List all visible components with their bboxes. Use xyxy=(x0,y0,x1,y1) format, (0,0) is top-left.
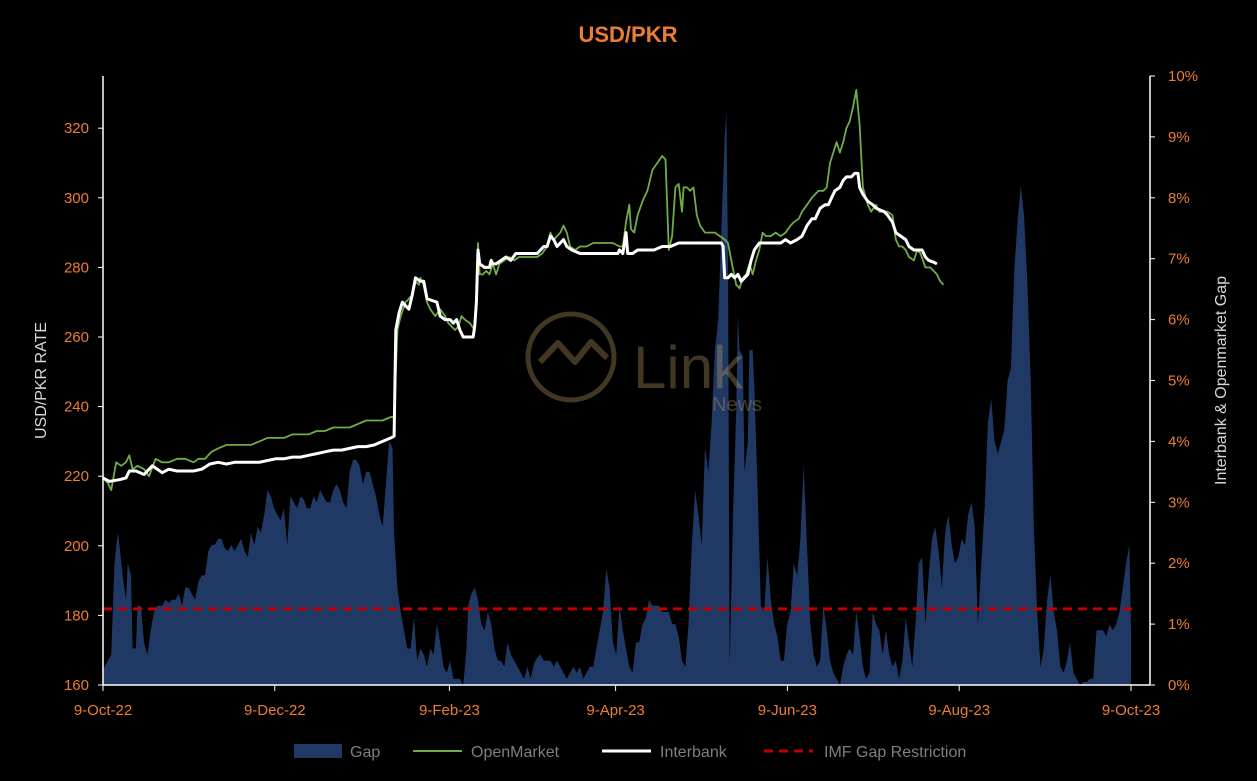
left-tick-label: 220 xyxy=(64,468,89,485)
right-tick-label: 1% xyxy=(1168,616,1190,633)
x-tick-label: 9-Oct-22 xyxy=(74,702,132,719)
left-tick-label: 180 xyxy=(64,607,89,624)
right-tick-label: 6% xyxy=(1168,312,1190,329)
watermark-link-text: Link xyxy=(633,334,744,401)
legend-openmarket-label: OpenMarket xyxy=(471,744,560,761)
interbank-line xyxy=(102,171,938,483)
legend-interbank-label: Interbank xyxy=(660,744,728,761)
right-axis-title: Interbank & Openmarket Gap xyxy=(1213,276,1230,485)
legend-item-openmarket: OpenMarket xyxy=(413,744,560,761)
openmarket-series xyxy=(102,89,945,492)
right-tick-label: 0% xyxy=(1168,677,1190,694)
x-tick-label: 9-Oct-23 xyxy=(1102,702,1160,719)
right-tick-label: 3% xyxy=(1168,494,1190,511)
gap-area xyxy=(103,112,1131,685)
x-tick-label: 9-Jun-23 xyxy=(758,702,817,719)
left-tick-label: 300 xyxy=(64,190,89,207)
chart-title: USD/PKR xyxy=(578,22,677,47)
x-tick-label: 9-Aug-23 xyxy=(928,702,990,719)
x-tick-label: 9-Feb-23 xyxy=(419,702,480,719)
left-tick-label: 160 xyxy=(64,677,89,694)
right-tick-label: 7% xyxy=(1168,251,1190,268)
legend-item-imf: IMF Gap Restriction xyxy=(764,744,966,761)
left-tick-label: 240 xyxy=(64,399,89,416)
link-news-watermark: Link News xyxy=(525,311,762,416)
right-tick-label: 8% xyxy=(1168,190,1190,207)
interbank-series xyxy=(102,171,938,483)
legend-imf-label: IMF Gap Restriction xyxy=(824,744,966,761)
legend-gap-swatch xyxy=(294,744,342,758)
left-tick-label: 320 xyxy=(64,120,89,137)
right-tick-label: 5% xyxy=(1168,373,1190,390)
right-tick-label: 4% xyxy=(1168,433,1190,450)
x-tick-label: 9-Apr-23 xyxy=(586,702,644,719)
right-tick-label: 9% xyxy=(1168,129,1190,146)
left-tick-label: 280 xyxy=(64,259,89,276)
legend-gap-label: Gap xyxy=(350,744,380,761)
right-tick-label: 10% xyxy=(1168,68,1198,85)
x-tick-label: 9-Dec-22 xyxy=(244,702,306,719)
axes: 160 180 200 220 240 260 280 300 320 0% 1% 2% 3% 4% 5% 6… xyxy=(33,68,1230,719)
left-tick-label: 260 xyxy=(64,329,89,346)
legend: Gap OpenMarket Interbank IMF Gap Restric… xyxy=(294,744,966,761)
openmarket-line xyxy=(102,89,945,492)
watermark-news-text: News xyxy=(712,394,762,416)
left-axis-title: USD/PKR RATE xyxy=(33,322,50,439)
gap-series xyxy=(103,112,1131,685)
left-tick-label: 200 xyxy=(64,538,89,555)
right-tick-label: 2% xyxy=(1168,555,1190,572)
legend-item-gap: Gap xyxy=(294,744,380,761)
legend-item-interbank: Interbank xyxy=(602,744,728,761)
